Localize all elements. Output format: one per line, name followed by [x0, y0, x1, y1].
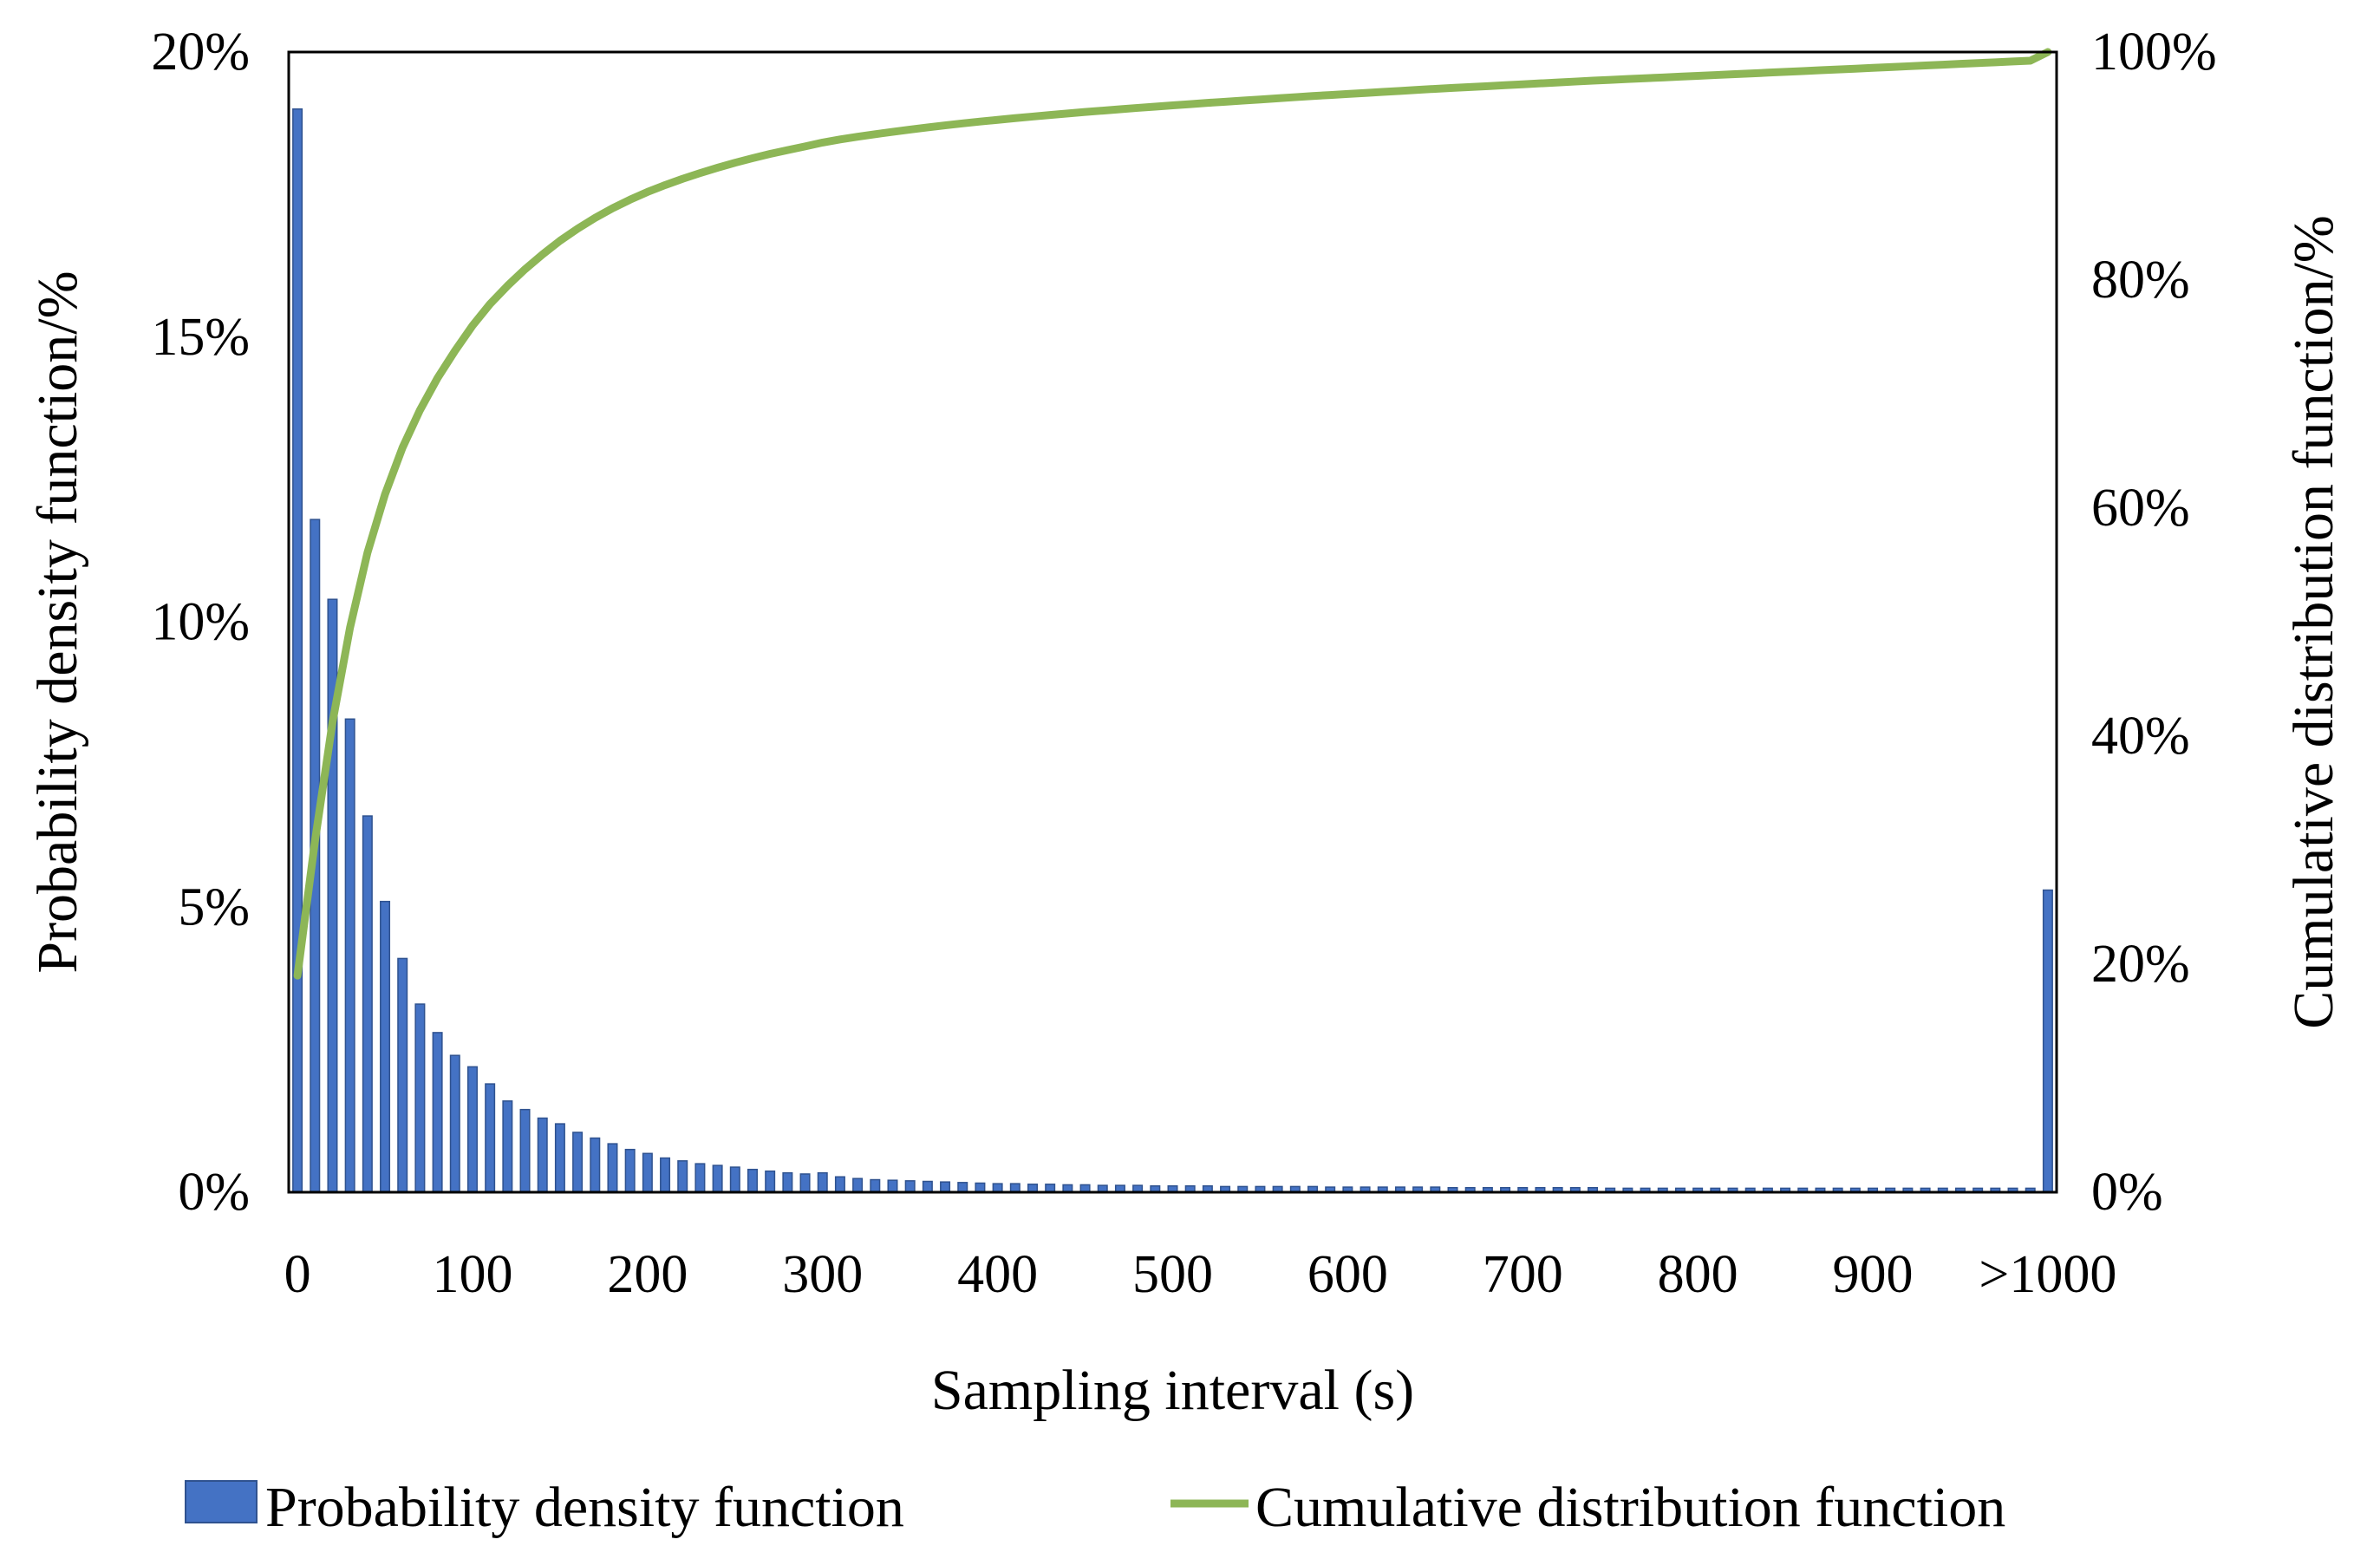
x-tick-label: >1000 — [1979, 1245, 2116, 1304]
left-y-axis-title: Probability density function/% — [26, 271, 89, 973]
x-tick-label: 300 — [782, 1245, 863, 1304]
x-axis-ticks: 0 100 200 300 400 500 600 700 800 900 >1000 — [284, 1245, 2117, 1304]
x-tick-label: 500 — [1132, 1245, 1213, 1304]
pdf-bar — [502, 1100, 513, 1193]
right-y-tick-label: 0% — [2091, 1163, 2163, 1222]
left-y-axis-ticks: 0% 5% 10% 15% 20% — [151, 23, 250, 1222]
x-tick-label: 700 — [1483, 1245, 1563, 1304]
pdf-bar — [940, 1181, 951, 1193]
pdf-bar — [677, 1160, 688, 1193]
right-y-axis-ticks: 0% 20% 40% 60% 80% 100% — [2091, 23, 2217, 1222]
right-y-tick-label: 60% — [2091, 479, 2190, 538]
right-y-tick-label: 20% — [2091, 935, 2190, 994]
pdf-bars — [292, 108, 2053, 1193]
right-y-axis-title: Cumulative distribution function/% — [2282, 215, 2345, 1029]
right-y-tick-label: 80% — [2091, 251, 2190, 310]
pdf-bar — [782, 1171, 793, 1193]
legend-pdf-label: Probability density function — [265, 1476, 904, 1539]
pdf-bar — [624, 1148, 636, 1193]
pdf-bar — [449, 1054, 460, 1193]
left-y-tick-label: 10% — [151, 593, 250, 652]
legend: Probability density function Cumulative … — [185, 1476, 2005, 1539]
pdf-bar — [537, 1117, 548, 1193]
pdf-bar — [712, 1164, 723, 1193]
pdf-bar — [660, 1157, 671, 1193]
pdf-bar — [607, 1143, 618, 1193]
pdf-bar — [380, 900, 391, 1193]
pdf-bar — [957, 1182, 968, 1193]
pdf-bar — [870, 1178, 881, 1193]
pdf-bar — [519, 1108, 531, 1193]
plot-area-frame — [287, 50, 2058, 1194]
pdf-bar — [485, 1083, 496, 1193]
left-y-tick-label: 5% — [178, 877, 250, 936]
pdf-bar — [817, 1171, 828, 1193]
pdf-bar — [292, 108, 303, 1193]
legend-cdf-label: Cumulative distribution function — [1255, 1476, 2005, 1539]
x-tick-label: 0 — [284, 1245, 311, 1304]
pdf-bar — [572, 1132, 584, 1193]
pdf-bar — [834, 1176, 845, 1193]
pdf-bar — [466, 1066, 478, 1193]
right-y-tick-label: 40% — [2091, 707, 2190, 766]
pdf-bar — [397, 957, 408, 1193]
pdf-bar — [554, 1123, 565, 1193]
pdf-bar — [765, 1170, 776, 1193]
right-y-tick-label: 100% — [2091, 23, 2217, 82]
left-y-tick-label: 0% — [178, 1163, 250, 1222]
pdf-bar — [590, 1137, 601, 1193]
left-y-tick-label: 15% — [151, 308, 250, 367]
x-tick-label: 200 — [607, 1245, 688, 1304]
x-tick-label: 600 — [1307, 1245, 1388, 1304]
legend-pdf-swatch — [185, 1480, 258, 1523]
x-tick-label: 100 — [432, 1245, 512, 1304]
pdf-bar — [887, 1179, 898, 1193]
pdf-bar — [344, 718, 355, 1193]
pdf-bar — [2042, 889, 2053, 1193]
pdf-bar — [975, 1182, 986, 1193]
pdf-bar — [799, 1173, 811, 1193]
pdf-bar — [729, 1166, 740, 1193]
pdf-bar — [694, 1163, 706, 1193]
pdf-bar — [432, 1032, 443, 1193]
pdf-bar — [904, 1180, 916, 1193]
pdf-bar — [922, 1180, 933, 1193]
x-axis-title: Sampling interval (s) — [931, 1359, 1414, 1422]
pdf-bar — [642, 1152, 653, 1193]
pdf-bar — [852, 1177, 864, 1193]
x-tick-label: 900 — [1833, 1245, 1914, 1304]
cdf-line — [293, 48, 2052, 980]
pdf-bar — [747, 1168, 758, 1193]
pdf-bar — [362, 815, 373, 1193]
pdf-bar — [414, 1003, 426, 1193]
left-y-tick-label: 20% — [151, 23, 250, 82]
x-tick-label: 800 — [1658, 1245, 1738, 1304]
cdf-line-layer — [293, 48, 2052, 980]
x-tick-label: 400 — [957, 1245, 1038, 1304]
